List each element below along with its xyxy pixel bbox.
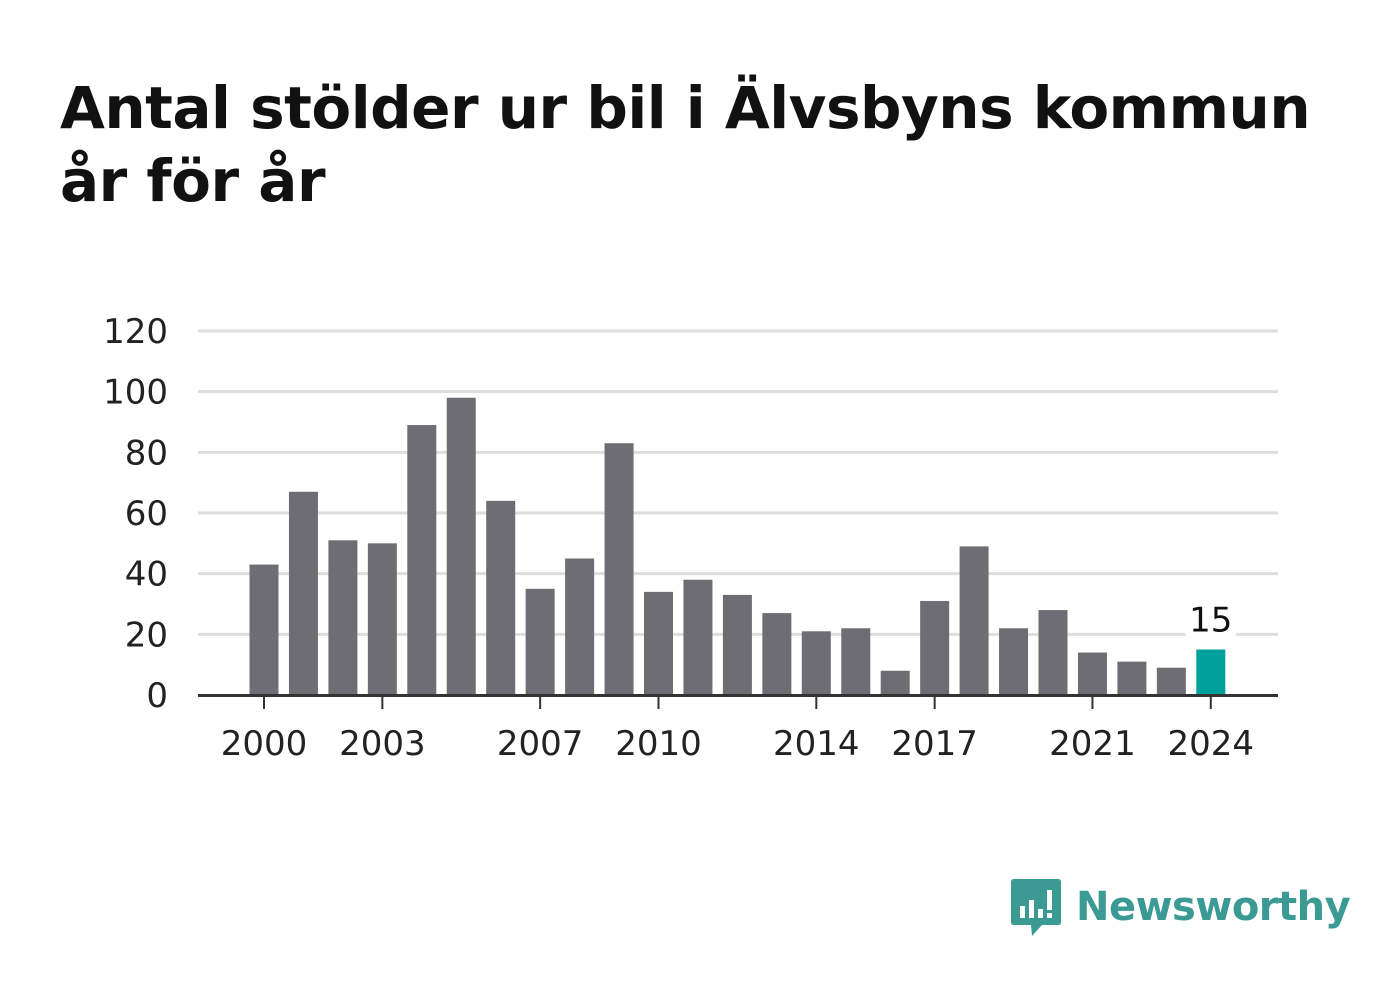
data-label: 15 [1189,601,1232,641]
bars [249,397,1226,695]
bar [604,443,634,695]
bar [486,500,516,695]
newsworthy-brand[interactable]: Newsworthy [1010,876,1351,938]
bar [407,425,437,695]
x-tick-label: 2003 [339,724,426,764]
bar [841,628,871,695]
bar [683,579,713,695]
chart-title: Antal stölder ur bil i Älvsbyns kommun å… [60,74,1311,215]
x-axis [198,694,1278,709]
y-tick-label: 20 [125,615,168,655]
y-tick-label: 40 [125,555,168,595]
bar [722,594,752,695]
bar [367,543,397,695]
x-tick-label: 2000 [221,724,308,764]
y-tick-label: 0 [146,676,168,716]
bar [762,613,792,695]
bar [446,397,476,695]
bar [644,591,673,695]
bar [801,631,831,695]
data-label-background [1184,599,1237,640]
bar [1156,667,1186,695]
x-tick-label: 2024 [1168,724,1255,764]
bar [920,600,950,695]
bar [880,670,910,695]
bar-chart: 0 20 40 60 80 100 120 2000 2003 2007 2010 2014 2017… [103,312,1278,764]
data-labels: 15 [1184,599,1237,641]
y-tick-label: 80 [125,433,168,473]
bar [1117,661,1147,695]
gridlines [198,329,1278,636]
brand-name: Newsworthy [1076,884,1351,930]
x-tick-label: 2007 [497,724,584,764]
x-tick-label: 2017 [891,724,978,764]
y-tick-label: 100 [103,373,168,413]
y-axis-tick-labels: 0 20 40 60 80 100 120 [103,312,168,716]
bar [1077,652,1107,695]
newsworthy-logo-icon [1011,879,1061,936]
bar-highlight [1196,649,1226,695]
x-tick-label: 2014 [773,724,860,764]
bar [328,540,358,695]
bar [525,588,555,695]
bar [565,558,595,695]
bar [288,491,318,695]
bar [1038,610,1068,695]
y-tick-label: 60 [125,494,168,534]
bar [999,628,1029,695]
bar [959,546,989,695]
bar [249,564,279,695]
y-tick-label: 120 [103,312,168,352]
x-tick-label: 2010 [615,724,702,764]
x-axis-tick-labels: 2000 2003 2007 2010 2014 2017 2021 2024 [221,724,1254,764]
x-tick-label: 2021 [1049,724,1136,764]
